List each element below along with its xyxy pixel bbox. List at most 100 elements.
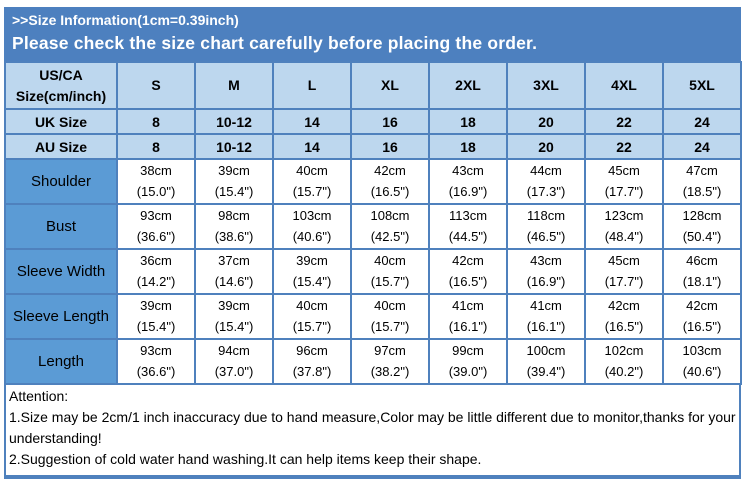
size-column-header: XL bbox=[350, 61, 430, 110]
size-value-cell: 22 bbox=[584, 108, 664, 135]
size-value-cell: 14 bbox=[272, 108, 352, 135]
size-value-cell: 8 bbox=[116, 108, 196, 135]
measurement-row-label: Bust bbox=[4, 203, 118, 250]
measurement-cell: 99cm (39.0") bbox=[428, 338, 508, 385]
measurement-cm: 45cm bbox=[608, 162, 640, 178]
measurement-cell: 40cm (15.7") bbox=[350, 248, 430, 295]
measurement-cm: 118cm bbox=[526, 207, 566, 223]
attention-note: 2.Suggestion of cold water hand washing.… bbox=[9, 451, 482, 467]
measurement-inch: (18.5") bbox=[682, 183, 722, 199]
measurement-cm: 39cm bbox=[218, 297, 250, 313]
corner-header-line1: US/CA bbox=[39, 67, 83, 84]
measurement-inch: (15.7") bbox=[292, 318, 332, 334]
measurement-inch: (40.6") bbox=[292, 228, 332, 244]
measurement-cm: 44cm bbox=[530, 162, 562, 178]
size-chart-notice: Please check the size chart carefully be… bbox=[4, 31, 741, 61]
measurement-inch: (16.9") bbox=[526, 273, 566, 289]
measurement-cm: 113cm bbox=[448, 207, 488, 223]
measurement-cm: 93cm bbox=[140, 342, 172, 358]
measurement-cm: 128cm bbox=[682, 207, 722, 223]
size-value-cell: 14 bbox=[272, 133, 352, 160]
size-value-cell: 8 bbox=[116, 133, 196, 160]
measurement-inch: (16.5") bbox=[604, 318, 644, 334]
measurement-cell: 42cm (16.5") bbox=[662, 293, 742, 340]
size-column-header: S bbox=[116, 61, 196, 110]
size-value-cell: 24 bbox=[662, 133, 742, 160]
measurement-cell: 41cm (16.1") bbox=[506, 293, 586, 340]
measurement-cm: 46cm bbox=[686, 252, 718, 268]
measurement-inch: (50.4") bbox=[682, 228, 722, 244]
measurement-cm: 37cm bbox=[218, 252, 250, 268]
measurement-inch: (16.5") bbox=[682, 318, 722, 334]
measurement-inch: (36.6") bbox=[136, 363, 176, 379]
measurement-cm: 41cm bbox=[530, 297, 562, 313]
measurement-cell: 41cm (16.1") bbox=[428, 293, 508, 340]
measurement-cm: 98cm bbox=[218, 207, 250, 223]
measurement-inch: (17.7") bbox=[604, 273, 644, 289]
measurement-cm: 41cm bbox=[452, 297, 484, 313]
measurement-inch: (15.4") bbox=[292, 273, 332, 289]
measurement-cell: 123cm (48.4") bbox=[584, 203, 664, 250]
measurement-cell: 39cm (15.4") bbox=[194, 158, 274, 205]
measurement-cm: 40cm bbox=[374, 297, 406, 313]
measurement-row-label: Sleeve Width bbox=[4, 248, 118, 295]
measurement-row: Sleeve Width 36cm (14.2") 37cm (14.6") 39cm (1… bbox=[4, 248, 742, 295]
measurement-cm: 38cm bbox=[140, 162, 172, 178]
measurement-cell: 98cm (38.6") bbox=[194, 203, 274, 250]
measurement-cm: 42cm bbox=[452, 252, 484, 268]
measurement-cm: 43cm bbox=[530, 252, 562, 268]
measurement-row: Length 93cm (36.6") 94cm (37.0") 96cm (37.8") 9… bbox=[4, 338, 742, 385]
size-value-cell: 24 bbox=[662, 108, 742, 135]
measurement-cell: 113cm (44.5") bbox=[428, 203, 508, 250]
size-value-cell: 10-12 bbox=[194, 108, 274, 135]
measurement-cm: 39cm bbox=[296, 252, 328, 268]
measurement-cm: 40cm bbox=[296, 162, 328, 178]
measurement-cell: 45cm (17.7") bbox=[584, 248, 664, 295]
measurement-inch: (14.2") bbox=[136, 273, 176, 289]
measurement-cell: 45cm (17.7") bbox=[584, 158, 664, 205]
size-information-title: >>Size Information(1cm=0.39inch) bbox=[4, 7, 741, 31]
measurement-inch: (17.7") bbox=[604, 183, 644, 199]
size-column-header: L bbox=[272, 61, 352, 110]
measurement-cell: 42cm (16.5") bbox=[350, 158, 430, 205]
size-value-cell: 16 bbox=[350, 108, 430, 135]
measurement-cell: 39cm (15.4") bbox=[272, 248, 352, 295]
measurement-cm: 99cm bbox=[452, 342, 484, 358]
measurement-inch: (38.2") bbox=[370, 363, 410, 379]
measurement-cell: 46cm (18.1") bbox=[662, 248, 742, 295]
measurement-inch: (15.7") bbox=[370, 318, 410, 334]
size-column-header: 4XL bbox=[584, 61, 664, 110]
size-value-cell: 22 bbox=[584, 133, 664, 160]
measurement-cm: 45cm bbox=[608, 252, 640, 268]
measurement-cell: 39cm (15.4") bbox=[116, 293, 196, 340]
measurement-inch: (39.4") bbox=[526, 363, 566, 379]
corner-header-line2: Size(cm/inch) bbox=[15, 87, 107, 104]
measurement-cm: 40cm bbox=[296, 297, 328, 313]
measurement-cell: 40cm (15.7") bbox=[272, 293, 352, 340]
measurement-inch: (16.5") bbox=[370, 183, 410, 199]
corner-header-cell: US/CA Size(cm/inch) bbox=[4, 61, 118, 110]
measurement-cm: 40cm bbox=[374, 252, 406, 268]
measurement-inch: (40.6") bbox=[682, 363, 722, 379]
measurement-inch: (15.4") bbox=[214, 183, 254, 199]
measurement-cell: 40cm (15.7") bbox=[272, 158, 352, 205]
measurement-inch: (17.3") bbox=[526, 183, 566, 199]
attention-notes: 1.Size may be 2cm/1 inch inaccuracy due … bbox=[9, 407, 736, 470]
measurement-inch: (15.7") bbox=[292, 183, 332, 199]
measurement-cell: 100cm (39.4") bbox=[506, 338, 586, 385]
measurement-row-label: Length bbox=[4, 338, 118, 385]
measurement-inch: (38.6") bbox=[214, 228, 254, 244]
size-table-header-row: US/CA Size(cm/inch) S M L XL 2XL 3XL 4XL 5XL bbox=[4, 61, 742, 110]
measurement-cell: 118cm (46.5") bbox=[506, 203, 586, 250]
measurement-cm: 103cm bbox=[682, 342, 722, 358]
size-value-cell: 18 bbox=[428, 108, 508, 135]
measurement-row: Shoulder 38cm (15.0") 39cm (15.4") 40cm (15.7"… bbox=[4, 158, 742, 205]
measurement-cm: 42cm bbox=[686, 297, 718, 313]
measurement-cell: 102cm (40.2") bbox=[584, 338, 664, 385]
measurement-row-label: Shoulder bbox=[4, 158, 118, 205]
size-column-header: M bbox=[194, 61, 274, 110]
measurement-row-label: Sleeve Length bbox=[4, 293, 118, 340]
measurement-inch: (15.4") bbox=[136, 318, 176, 334]
attention-section: Attention: 1.Size may be 2cm/1 inch inac… bbox=[4, 385, 741, 479]
measurement-cell: 44cm (17.3") bbox=[506, 158, 586, 205]
